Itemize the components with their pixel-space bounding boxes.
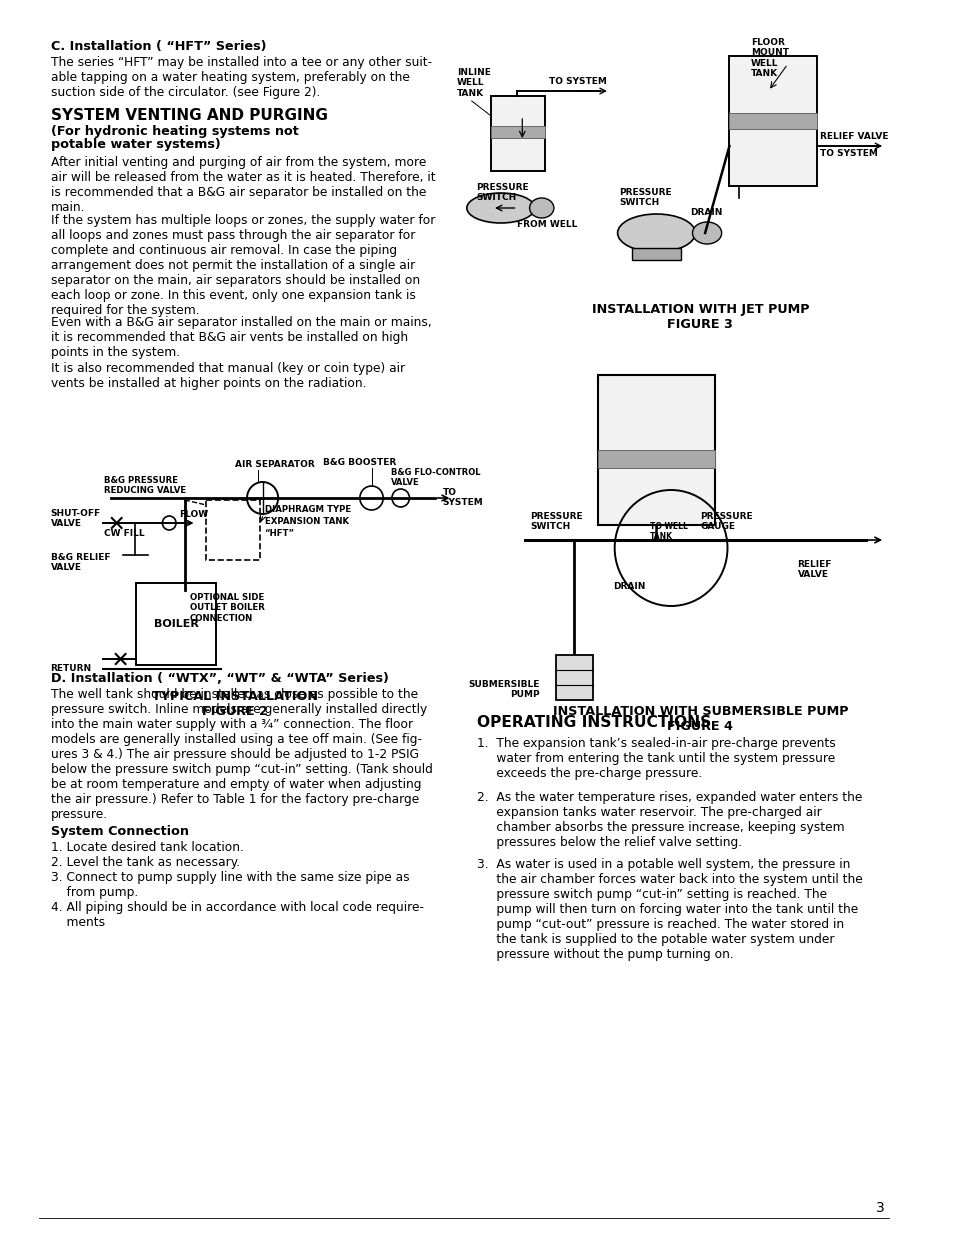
Bar — [598, 375, 714, 525]
Text: System Connection: System Connection — [51, 825, 189, 839]
Bar — [491, 126, 544, 138]
Text: B&G FLO-CONTROL
VALVE: B&G FLO-CONTROL VALVE — [391, 468, 480, 488]
Text: DIAPHRAGM TYPE: DIAPHRAGM TYPE — [264, 505, 351, 514]
Text: PRESSURE
SWITCH: PRESSURE SWITCH — [476, 183, 529, 203]
Text: RELIEF
VALVE: RELIEF VALVE — [797, 559, 831, 579]
Text: If the system has multiple loops or zones, the supply water for
all loops and zo: If the system has multiple loops or zone… — [51, 214, 435, 317]
Text: PRESSURE
SWITCH: PRESSURE SWITCH — [530, 513, 582, 531]
Text: INLINE
WELL
TANK: INLINE WELL TANK — [456, 68, 491, 98]
Bar — [729, 56, 816, 186]
Text: 2.  As the water temperature rises, expanded water enters the
     expansion tan: 2. As the water temperature rises, expan… — [476, 790, 862, 848]
Text: 3.  As water is used in a potable well system, the pressure in
     the air cham: 3. As water is used in a potable well sy… — [476, 858, 862, 961]
Text: TO
SYSTEM: TO SYSTEM — [442, 488, 483, 508]
Ellipse shape — [529, 198, 554, 219]
Text: OPTIONAL SIDE
OUTLET BOILER
CONNECTION: OPTIONAL SIDE OUTLET BOILER CONNECTION — [190, 593, 264, 622]
Text: DRAIN: DRAIN — [612, 582, 644, 592]
Text: (For hydronic heating systems not: (For hydronic heating systems not — [51, 125, 298, 138]
Text: DRAIN: DRAIN — [690, 207, 722, 217]
Bar — [556, 655, 593, 700]
Text: 1. Locate desired tank location.
2. Level the tank as necessary.
3. Connect to p: 1. Locate desired tank location. 2. Leve… — [51, 841, 423, 929]
Text: BOILER: BOILER — [153, 619, 198, 629]
Text: Even with a B&G air separator installed on the main or mains,
it is recommended : Even with a B&G air separator installed … — [51, 316, 431, 359]
Text: After initial venting and purging of air from the system, more
air will be relea: After initial venting and purging of air… — [51, 156, 435, 214]
Text: INSTALLATION WITH JET PUMP
FIGURE 3: INSTALLATION WITH JET PUMP FIGURE 3 — [591, 303, 808, 331]
Text: SHUT-OFF
VALVE: SHUT-OFF VALVE — [51, 509, 101, 529]
Text: B&G PRESSURE
REDUCING VALVE: B&G PRESSURE REDUCING VALVE — [104, 475, 186, 495]
Text: The well tank should be installed as close as possible to the
pressure switch. I: The well tank should be installed as clo… — [51, 688, 432, 821]
Bar — [206, 500, 259, 559]
Bar — [491, 96, 544, 170]
Ellipse shape — [617, 214, 695, 252]
Text: B&G RELIEF
VALVE: B&G RELIEF VALVE — [51, 553, 110, 572]
Bar — [136, 583, 215, 664]
Text: C. Installation ( “HFT” Series): C. Installation ( “HFT” Series) — [51, 40, 266, 53]
Text: TO SYSTEM: TO SYSTEM — [548, 77, 606, 86]
Text: B&G BOOSTER: B&G BOOSTER — [323, 458, 396, 467]
Text: D. Installation ( “WTX”, “WT” & “WTA” Series): D. Installation ( “WTX”, “WT” & “WTA” Se… — [51, 672, 388, 685]
Text: TYPICAL INSTALLATION
FIGURE 2: TYPICAL INSTALLATION FIGURE 2 — [152, 690, 318, 718]
Text: PRESSURE
GAUGE: PRESSURE GAUGE — [700, 513, 752, 531]
Text: RETURN: RETURN — [51, 664, 91, 673]
Text: TO WELL
TANK: TO WELL TANK — [649, 522, 687, 541]
Text: SYSTEM VENTING AND PURGING: SYSTEM VENTING AND PURGING — [51, 107, 327, 124]
Text: TO SYSTEM: TO SYSTEM — [819, 149, 877, 158]
Text: CW FILL: CW FILL — [104, 529, 145, 538]
Bar — [598, 450, 714, 468]
Ellipse shape — [692, 222, 720, 245]
Text: RELIEF VALVE: RELIEF VALVE — [819, 132, 887, 141]
Text: FLOW: FLOW — [179, 510, 208, 519]
Text: It is also recommended that manual (key or coin type) air
vents be installed at : It is also recommended that manual (key … — [51, 362, 404, 390]
Ellipse shape — [466, 193, 535, 224]
Text: potable water systems): potable water systems) — [51, 138, 220, 151]
Text: The series “HFT” may be installed into a tee or any other suit-
able tapping on : The series “HFT” may be installed into a… — [51, 56, 432, 99]
Bar — [729, 112, 816, 128]
Text: OPERATING INSTRUCTIONS: OPERATING INSTRUCTIONS — [476, 715, 710, 730]
Bar — [632, 248, 680, 261]
Text: FLOOR
MOUNT
WELL
TANK: FLOOR MOUNT WELL TANK — [750, 38, 788, 78]
Text: INSTALLATION WITH SUBMERSIBLE PUMP
FIGURE 4: INSTALLATION WITH SUBMERSIBLE PUMP FIGUR… — [552, 705, 847, 734]
Text: 1.  The expansion tank’s sealed-in-air pre-charge prevents
     water from enter: 1. The expansion tank’s sealed-in-air pr… — [476, 737, 835, 781]
Text: 3: 3 — [876, 1200, 884, 1215]
Text: EXPANSION TANK: EXPANSION TANK — [264, 517, 348, 526]
Text: FROM WELL: FROM WELL — [517, 220, 578, 228]
Text: PRESSURE
SWITCH: PRESSURE SWITCH — [618, 188, 672, 207]
Text: AIR SEPARATOR: AIR SEPARATOR — [235, 459, 314, 469]
Text: “HFT”: “HFT” — [264, 529, 294, 538]
Text: SUBMERSIBLE
PUMP: SUBMERSIBLE PUMP — [468, 680, 539, 699]
